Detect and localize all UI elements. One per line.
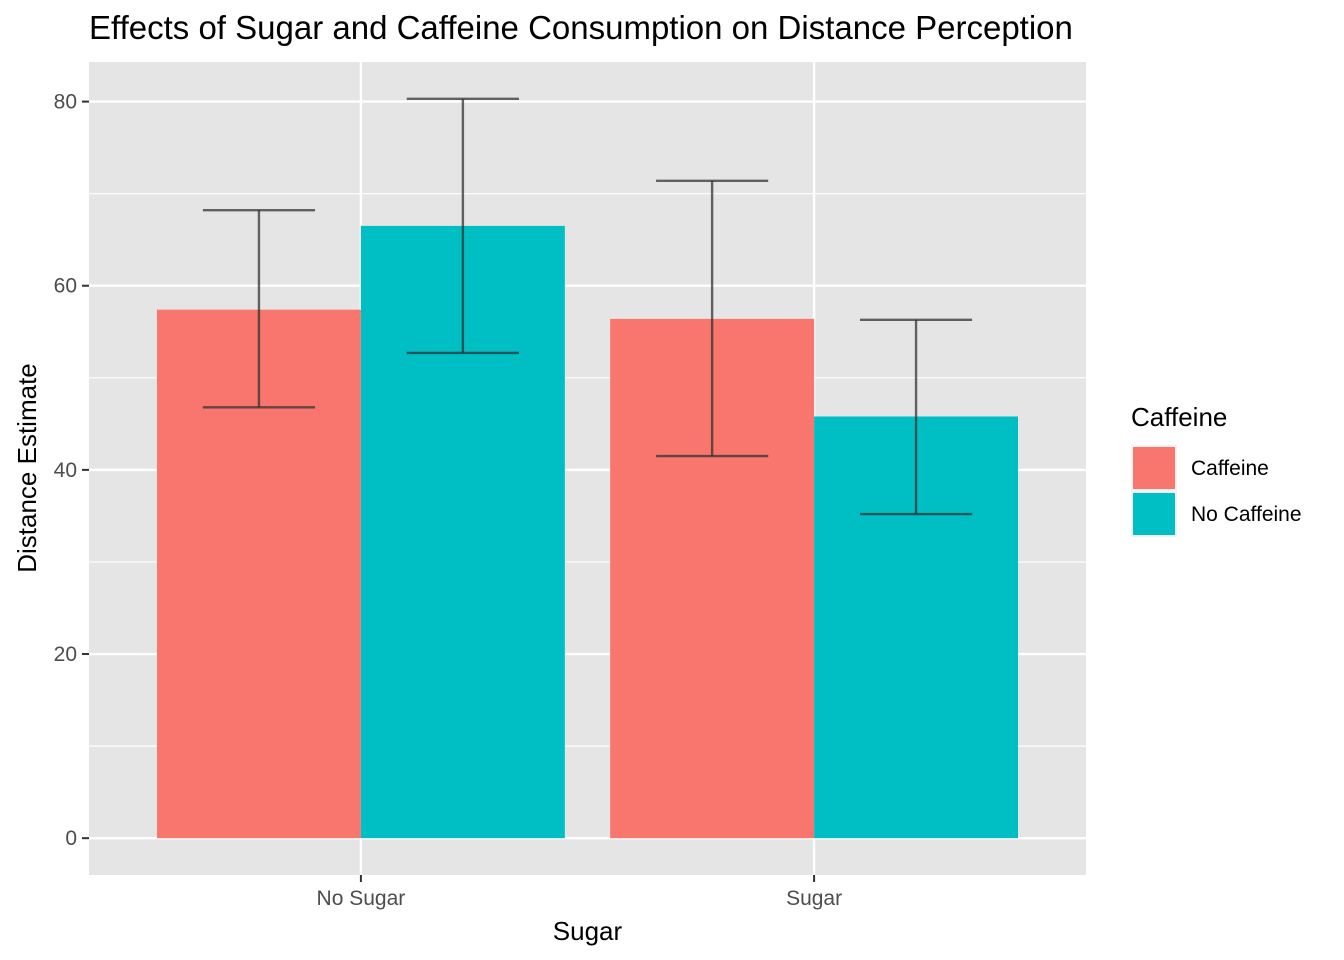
- x-tick-label: No Sugar: [317, 887, 406, 910]
- legend-swatch: [1133, 493, 1175, 535]
- axes: 0 20 40 60 80 No Sugar Sugar: [54, 91, 842, 910]
- legend-label: Caffeine: [1191, 457, 1269, 480]
- y-tick-label: 0: [65, 827, 77, 850]
- x-tick-label: Sugar: [786, 887, 842, 910]
- chart-title: Effects of Sugar and Caffeine Consumptio…: [89, 9, 1073, 46]
- y-axis-title: Distance Estimate: [12, 363, 42, 573]
- y-tick-label: 40: [54, 459, 77, 482]
- x-axis-title: Sugar: [553, 916, 623, 946]
- error-bars: [202, 97, 973, 516]
- legend-items: Caffeine No Caffeine: [1131, 445, 1302, 537]
- legend-label: No Caffeine: [1191, 503, 1302, 526]
- legend: Caffeine Caffeine No Caffeine: [1131, 402, 1302, 537]
- y-tick-label: 80: [54, 91, 77, 114]
- y-tick-label: 20: [54, 643, 77, 666]
- legend-swatch: [1133, 447, 1175, 489]
- y-tick-label: 60: [54, 275, 77, 298]
- legend-title: Caffeine: [1131, 402, 1227, 432]
